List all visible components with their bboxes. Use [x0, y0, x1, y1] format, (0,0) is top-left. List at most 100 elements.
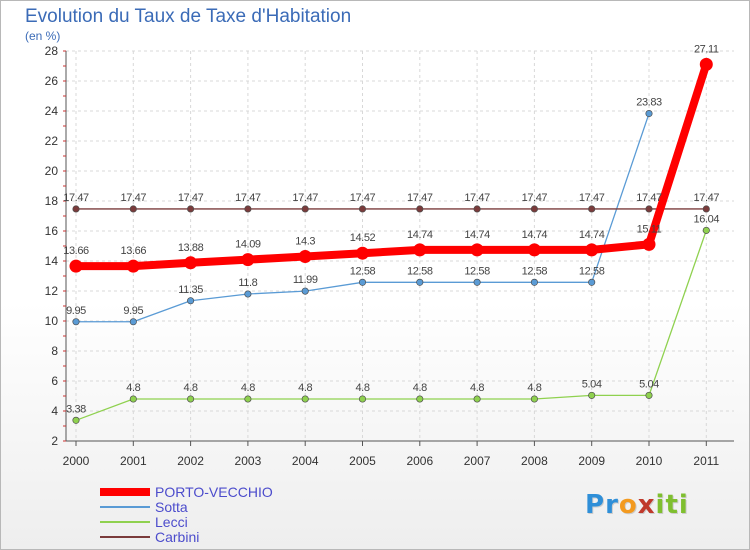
x-tick-label: 2000 [63, 454, 90, 468]
series-line-porto-vecchio [72, 60, 711, 271]
data-point-sotta [301, 287, 309, 295]
data-label-porto-vecchio: 14.09 [235, 239, 261, 251]
data-point-lecci [301, 395, 309, 403]
data-label-porto-vecchio: 14.74 [407, 229, 433, 241]
data-label-carbini: 17.47 [292, 192, 318, 204]
data-label-porto-vecchio: 14.74 [464, 229, 490, 241]
logo-letter: x [637, 490, 656, 520]
y-tick-label: 6 [51, 374, 58, 388]
data-point-porto-vecchio [356, 246, 369, 260]
data-label-porto-vecchio: 13.88 [178, 242, 204, 254]
y-unit-label: (en %) [25, 29, 61, 43]
logo-letter: r [605, 490, 619, 520]
series-line-lecci [75, 229, 707, 421]
legend-swatch [100, 488, 150, 496]
x-tick-label: 2009 [578, 454, 605, 468]
legend-swatch [100, 506, 150, 508]
data-label-lecci: 3.38 [66, 403, 86, 415]
x-tick-label: 2008 [521, 454, 548, 468]
data-point-carbini [129, 205, 137, 213]
x-tick-label: 2002 [177, 454, 204, 468]
data-label-lecci: 4.8 [241, 382, 255, 394]
data-point-porto-vecchio [413, 243, 427, 257]
data-label-porto-vecchio: 15.11 [637, 223, 662, 235]
logo-letter: i [678, 490, 689, 520]
x-tick-label: 2007 [464, 454, 491, 468]
y-tick-label: 20 [45, 164, 59, 178]
data-label-lecci: 5.04 [639, 378, 659, 390]
data-point-porto-vecchio [470, 243, 484, 257]
y-tick-label: 16 [45, 224, 59, 238]
data-label-carbini: 17.47 [407, 192, 433, 204]
data-label-carbini: 17.47 [636, 192, 662, 204]
data-point-sotta [645, 110, 653, 118]
legend-swatch [100, 536, 150, 538]
data-point-sotta [588, 278, 596, 286]
legend-swatch [100, 521, 150, 523]
data-point-carbini [588, 205, 596, 213]
x-tick-label: 2010 [636, 454, 663, 468]
y-tick-label: 2 [51, 434, 58, 448]
logo-letter: o [618, 490, 638, 520]
legend-item-carbini: Carbini [100, 529, 320, 545]
x-tick-label: 2001 [120, 454, 147, 468]
legend-label: Carbini [155, 529, 200, 545]
y-tick-label: 24 [45, 104, 59, 118]
y-tick-label: 12 [45, 284, 59, 298]
chart-title: Evolution du Taux de Taxe d'Habitation [25, 6, 352, 27]
data-point-carbini [301, 205, 309, 213]
data-label-porto-vecchio: 13.66 [63, 245, 89, 257]
data-label-lecci: 4.8 [126, 382, 140, 394]
data-label-sotta: 12.58 [407, 265, 433, 277]
data-label-lecci: 4.8 [527, 382, 541, 394]
data-label-sotta: 23.83 [636, 97, 662, 109]
legend: PORTO-VECCHIO Sotta Lecci Carbini [100, 484, 320, 545]
y-tick-label: 4 [51, 404, 58, 418]
legend-label: PORTO-VECCHIO [155, 484, 273, 500]
legend-item-sotta: Sotta [100, 499, 320, 515]
data-label-lecci: 16.04 [694, 213, 720, 225]
data-label-lecci: 5.04 [582, 378, 602, 390]
data-label-porto-vecchio: 14.74 [522, 229, 548, 241]
data-point-sotta [473, 278, 481, 286]
legend-label: Lecci [155, 514, 188, 530]
data-point-porto-vecchio [642, 237, 656, 251]
data-label-sotta: 9.95 [66, 305, 86, 317]
data-point-sotta [358, 278, 367, 286]
y-tick-label: 28 [45, 44, 59, 58]
data-point-lecci [358, 395, 367, 403]
data-label-sotta: 12.58 [350, 265, 376, 277]
logo-letter: t [665, 490, 679, 520]
data-point-lecci [129, 395, 137, 403]
data-label-sotta: 11.99 [293, 274, 318, 286]
data-label-carbini: 17.47 [579, 192, 605, 204]
data-label-lecci: 4.8 [470, 382, 484, 394]
data-label-porto-vecchio: 13.66 [121, 245, 147, 257]
data-point-porto-vecchio [298, 250, 312, 263]
data-label-carbini: 17.47 [235, 192, 261, 204]
proxiti-logo: Proxiti [585, 490, 689, 520]
data-point-lecci [72, 416, 80, 424]
data-point-sotta [530, 278, 538, 286]
legend-item-lecci: Lecci [100, 514, 320, 530]
data-point-sotta [72, 318, 80, 326]
data-label-sotta: 12.58 [579, 265, 605, 277]
data-point-porto-vecchio [527, 243, 541, 257]
data-point-carbini [530, 205, 538, 213]
data-label-lecci: 4.8 [298, 382, 312, 394]
data-label-lecci: 4.8 [355, 382, 369, 394]
data-point-carbini [702, 205, 710, 213]
y-tick-label: 22 [45, 134, 59, 148]
x-tick-label: 2011 [693, 454, 719, 468]
data-point-carbini [187, 205, 195, 213]
data-point-lecci [588, 391, 596, 399]
data-point-carbini [244, 205, 252, 213]
data-point-sotta [187, 297, 195, 305]
data-label-porto-vecchio: 27.11 [694, 43, 719, 55]
logo-letter: P [585, 490, 606, 520]
data-point-lecci [530, 395, 538, 403]
data-label-porto-vecchio: 14.74 [579, 229, 605, 241]
data-label-porto-vecchio: 14.52 [350, 232, 376, 244]
